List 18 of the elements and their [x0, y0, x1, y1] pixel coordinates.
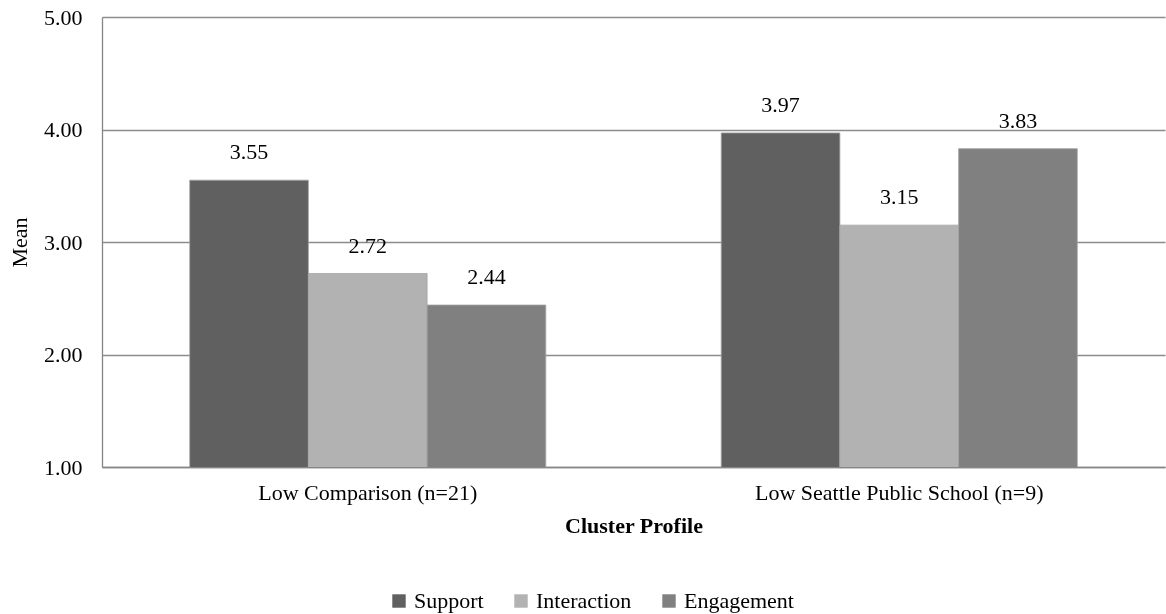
- data-label: 2.44: [467, 264, 506, 289]
- x-tick-label: Low Comparison (n=21): [258, 479, 478, 505]
- data-label: 3.83: [998, 107, 1038, 133]
- data-label: 3.97: [761, 91, 800, 117]
- x-tick-label: Low Seattle Public School (n=9): [754, 479, 1044, 505]
- legend-label: Support: [414, 588, 484, 613]
- y-axis-title: Mean: [7, 217, 32, 268]
- y-tick-label: 4.00: [44, 117, 83, 142]
- y-tick-label: 2.00: [44, 342, 83, 367]
- x-axis-title: Cluster Profile: [565, 512, 704, 538]
- legend-label: Engagement: [684, 588, 794, 613]
- data-label: 2.72: [348, 232, 387, 258]
- legend-label: Interaction: [536, 588, 632, 613]
- data-label: 3.55: [229, 139, 269, 165]
- y-tick-label: 5.00: [44, 4, 83, 30]
- y-tick-label: 1.00: [44, 454, 83, 480]
- y-tick-label: 3.00: [44, 229, 83, 255]
- data-label: 3.15: [880, 184, 919, 210]
